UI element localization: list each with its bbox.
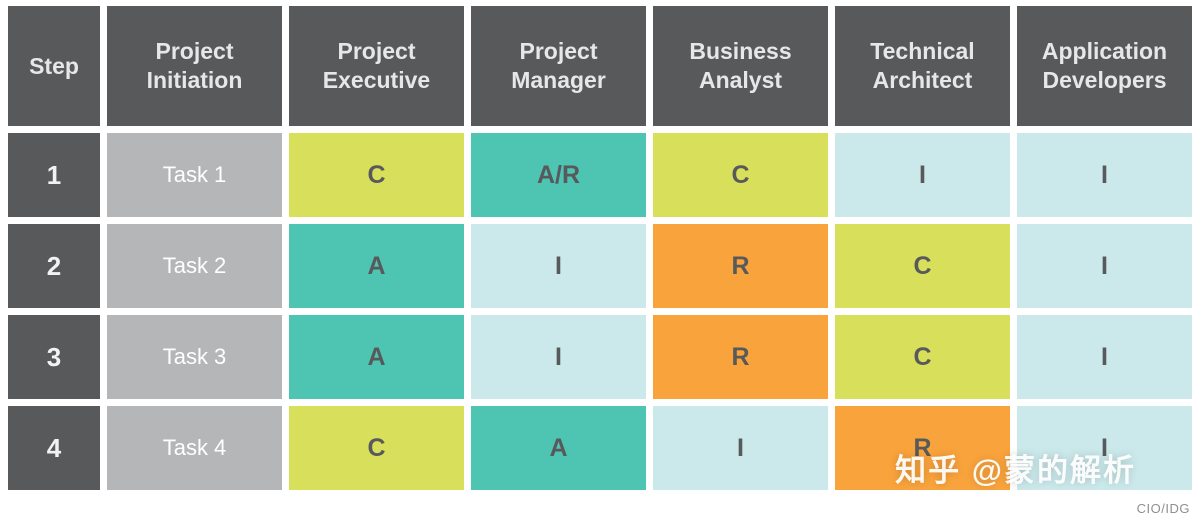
header-application-developers: Application Developers xyxy=(1017,6,1192,126)
raci-cell-row2-business-analyst: R xyxy=(653,224,828,308)
raci-cell-row4-technical-architect: R xyxy=(835,406,1010,490)
header-step: Step xyxy=(8,6,100,126)
header-technical-architect: Technical Architect xyxy=(835,6,1010,126)
raci-cell-row1-project-manager: A/R xyxy=(471,133,646,217)
raci-cell-row1-technical-architect: I xyxy=(835,133,1010,217)
task-cell-row2: Task 2 xyxy=(107,224,282,308)
raci-cell-row2-application-developers: I xyxy=(1017,224,1192,308)
header-business-analyst: Business Analyst xyxy=(653,6,828,126)
raci-cell-row2-project-manager: I xyxy=(471,224,646,308)
raci-cell-row3-project-executive: A xyxy=(289,315,464,399)
task-cell-row3: Task 3 xyxy=(107,315,282,399)
raci-cell-row3-business-analyst: R xyxy=(653,315,828,399)
raci-cell-row3-application-developers: I xyxy=(1017,315,1192,399)
header-project-manager: Project Manager xyxy=(471,6,646,126)
header-project-executive: Project Executive xyxy=(289,6,464,126)
credit-label: CIO/IDG xyxy=(1136,501,1190,516)
task-cell-row4: Task 4 xyxy=(107,406,282,490)
raci-cell-row4-application-developers: I xyxy=(1017,406,1192,490)
raci-cell-row4-business-analyst: I xyxy=(653,406,828,490)
raci-cell-row3-project-manager: I xyxy=(471,315,646,399)
step-cell-row1: 1 xyxy=(8,133,100,217)
raci-cell-row1-project-executive: C xyxy=(289,133,464,217)
header-project-initiation: Project Initiation xyxy=(107,6,282,126)
step-cell-row3: 3 xyxy=(8,315,100,399)
step-cell-row2: 2 xyxy=(8,224,100,308)
raci-cell-row1-business-analyst: C xyxy=(653,133,828,217)
raci-cell-row4-project-manager: A xyxy=(471,406,646,490)
raci-cell-row1-application-developers: I xyxy=(1017,133,1192,217)
raci-table: Step Project Initiation Project Executiv… xyxy=(8,6,1192,490)
raci-cell-row2-technical-architect: C xyxy=(835,224,1010,308)
raci-cell-row3-technical-architect: C xyxy=(835,315,1010,399)
step-cell-row4: 4 xyxy=(8,406,100,490)
raci-cell-row2-project-executive: A xyxy=(289,224,464,308)
task-cell-row1: Task 1 xyxy=(107,133,282,217)
zhihu-watermark: 知乎 @蒙的解析 xyxy=(895,453,1136,488)
raci-cell-row4-project-executive: C xyxy=(289,406,464,490)
